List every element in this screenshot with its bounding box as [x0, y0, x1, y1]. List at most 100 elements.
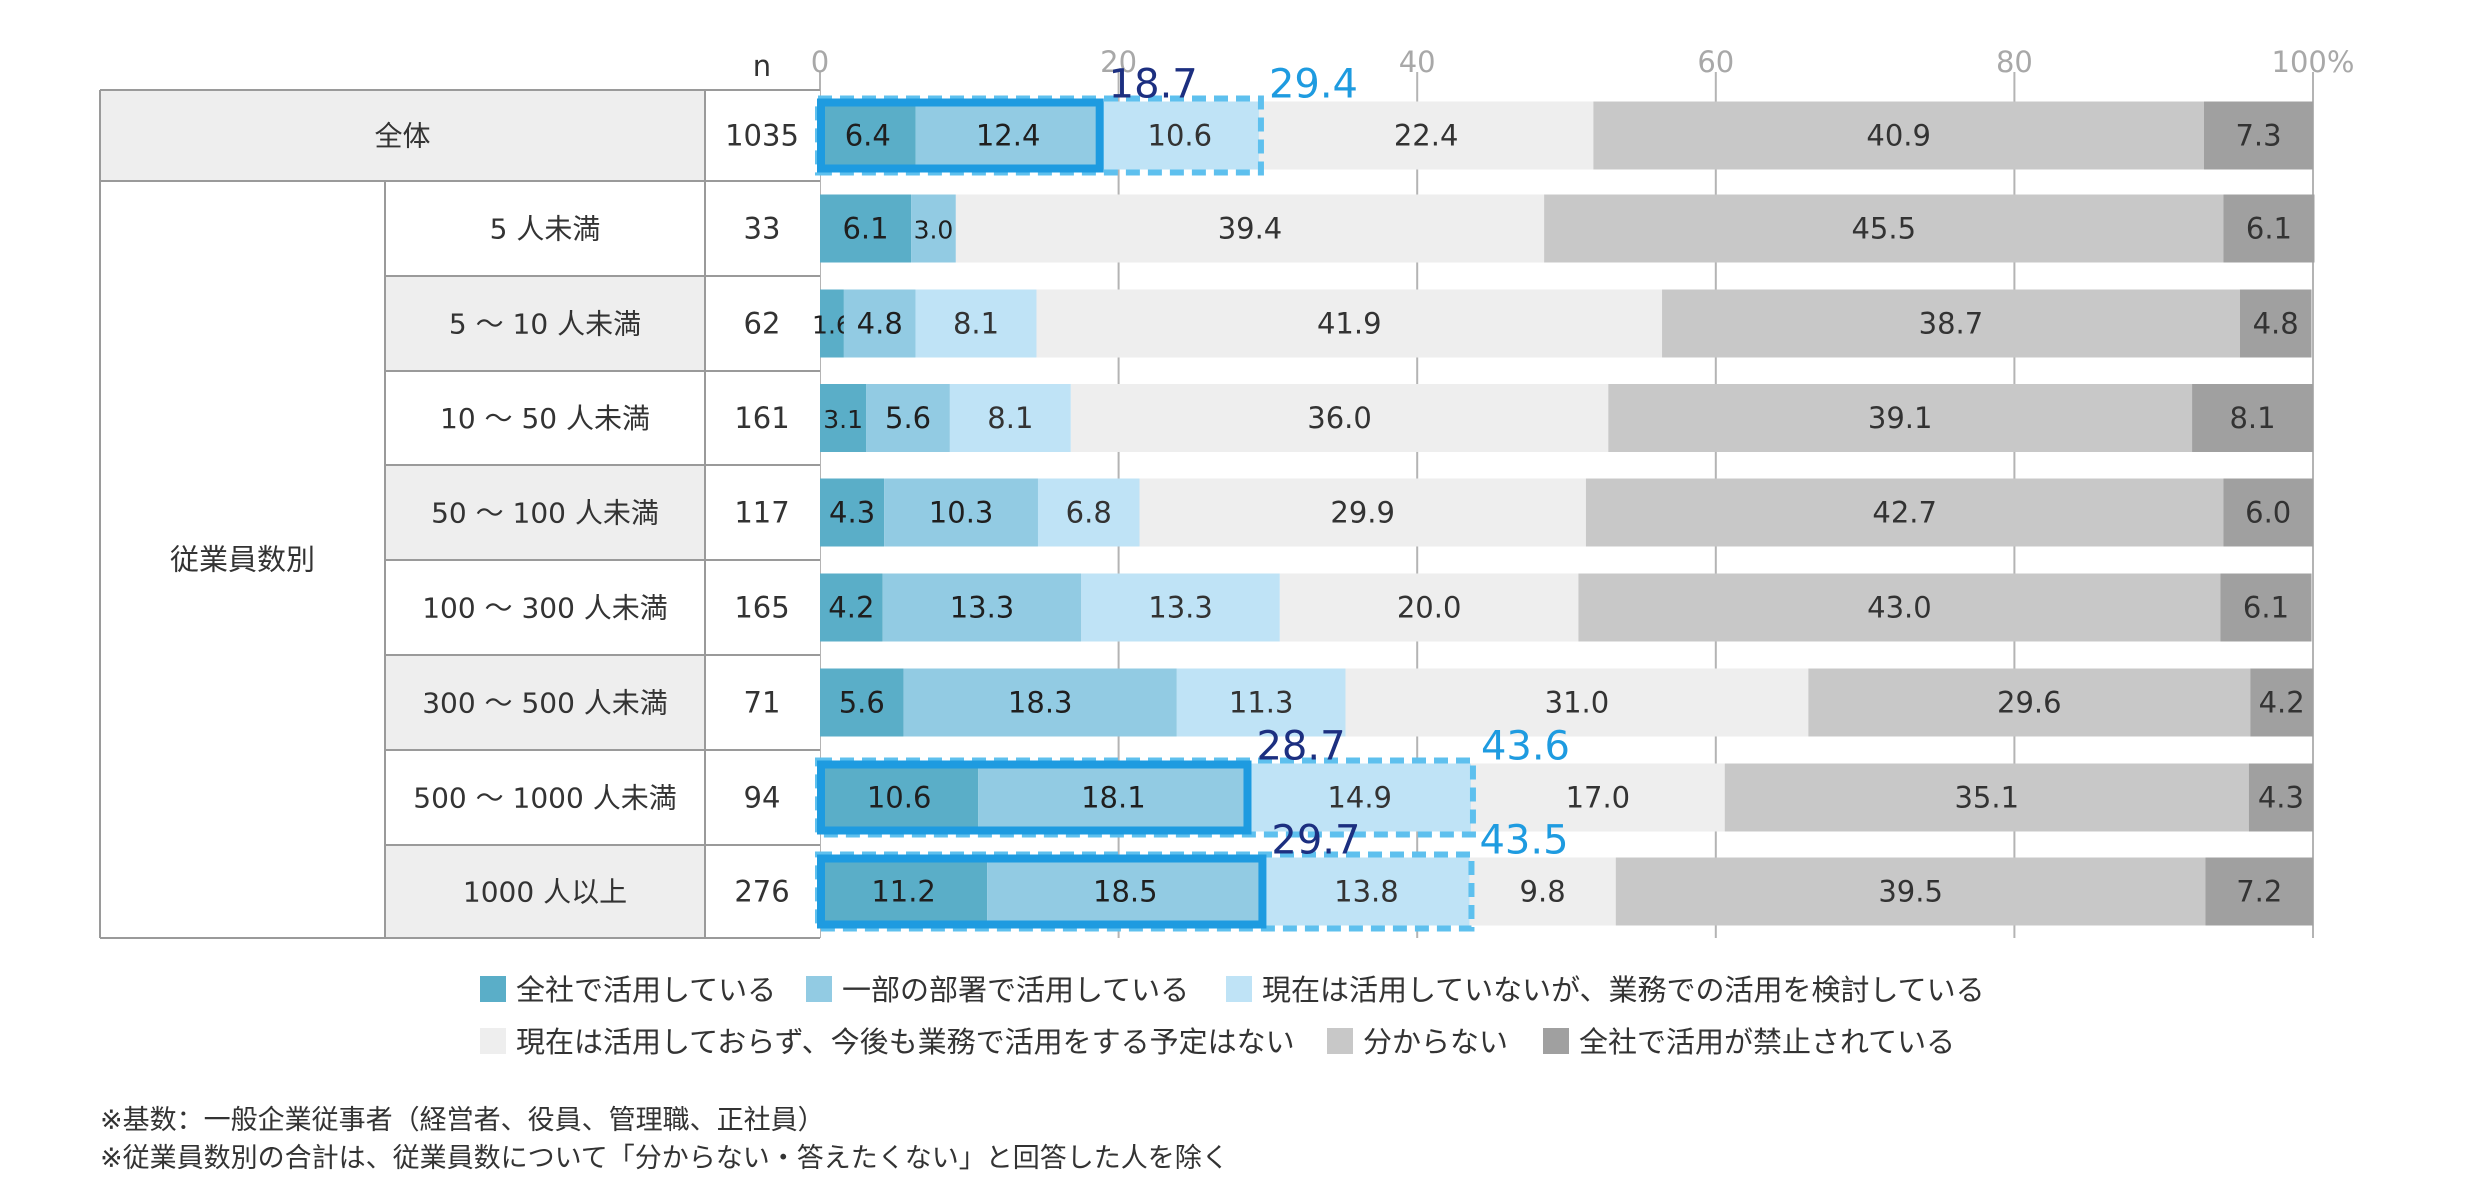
- bar-segment: [1608, 384, 2193, 452]
- bar-segment: [2220, 573, 2312, 642]
- bar-segment: [949, 384, 1071, 452]
- highlight-solid-box: [817, 760, 1252, 835]
- legend-label: 分からない: [1363, 1025, 1508, 1059]
- bar-segment: [987, 857, 1264, 926]
- bar-segment: [820, 668, 904, 737]
- bar-segment: [820, 289, 844, 358]
- table-row-all-bg: [100, 90, 705, 181]
- bar-segment: [820, 573, 883, 642]
- bar-value-label: 7.2: [2236, 875, 2282, 909]
- bar-value-label: 5.6: [885, 401, 931, 435]
- bar-value-label: 8.1: [2229, 401, 2275, 435]
- bar-segment: [820, 763, 979, 832]
- bar-segment: [1081, 573, 1280, 642]
- bar-value-label: 6.8: [1066, 496, 1112, 530]
- x-tick-label: 100%: [2272, 45, 2355, 79]
- x-tick-label: 40: [1399, 45, 1436, 79]
- table-row-bg: [385, 276, 705, 371]
- legend-swatch: [480, 1028, 506, 1054]
- bar-value-label: 5.6: [839, 686, 885, 720]
- bar-value-label: 6.1: [2243, 591, 2289, 625]
- bar-value-label: 3.1: [823, 405, 863, 434]
- row-label: 10 ～ 50 人未満: [440, 402, 650, 435]
- bar-value-label: 9.8: [1520, 875, 1566, 909]
- x-tick-label: 20: [1100, 45, 1137, 79]
- legend-swatch: [480, 976, 506, 1002]
- bar-segment: [1070, 384, 1609, 452]
- footnote-base: ※基数：一般企業従事者（経営者、役員、管理職、正社員）: [100, 1105, 825, 1136]
- bar-segment: [820, 478, 885, 547]
- bar-segment: [911, 194, 956, 263]
- table-group-bg: [100, 181, 385, 938]
- row-label: 50 ～ 100 人未満: [431, 497, 659, 530]
- bar-segment: [1544, 194, 2224, 263]
- bar-value-label: 10.6: [1148, 119, 1213, 153]
- bar-value-label: 10.6: [867, 781, 932, 815]
- x-tick-label: 0: [811, 45, 829, 79]
- legend-swatch: [1327, 1028, 1353, 1054]
- bar-segment: [978, 763, 1249, 832]
- bar-segment: [1279, 573, 1579, 642]
- bar-value-label: 8.1: [953, 307, 999, 341]
- bar-segment: [903, 668, 1177, 737]
- bar-value-label: 13.8: [1334, 875, 1399, 909]
- bar-value-label: 42.7: [1872, 496, 1937, 530]
- row-n-value: 276: [734, 875, 789, 909]
- bar-segment: [820, 384, 867, 452]
- bar-value-label: 41.9: [1317, 307, 1382, 341]
- table-row-bg: [385, 560, 705, 655]
- bar-value-label: 31.0: [1545, 686, 1610, 720]
- bar-segment: [1263, 857, 1470, 926]
- bar-value-label: 36.0: [1307, 401, 1372, 435]
- bar-segment: [1176, 668, 1346, 737]
- bar-segment: [2204, 101, 2313, 170]
- bar-value-label: 6.1: [2246, 212, 2292, 246]
- group-label: 従業員数別: [170, 543, 315, 577]
- bar-segment: [1037, 478, 1140, 547]
- bar-value-label: 11.3: [1229, 686, 1294, 720]
- bar-segment: [2192, 384, 2313, 452]
- row-n-value: 165: [734, 591, 789, 625]
- bar-segment: [1808, 668, 2251, 737]
- bar-segment: [2205, 857, 2313, 926]
- table-row-bg: [385, 371, 705, 465]
- row-label: 1000 人以上: [463, 876, 627, 909]
- bar-segment: [1258, 101, 1594, 170]
- bar-segment: [1469, 857, 1616, 926]
- bar-segment: [1100, 101, 1259, 170]
- bar-segment: [820, 857, 988, 926]
- table-row-bg: [385, 845, 705, 938]
- bar-segment: [2248, 763, 2313, 832]
- bar-value-label: 39.5: [1878, 875, 1943, 909]
- bar-value-label: 4.2: [2259, 686, 2305, 720]
- bar-value-label: 43.0: [1867, 591, 1932, 625]
- legend-label: 現在は活用しておらず、今後も業務で活用をする予定はない: [516, 1025, 1295, 1059]
- table-row-bg: [385, 750, 705, 845]
- bar-segment: [1593, 101, 2205, 170]
- bar-value-label: 20.0: [1397, 591, 1462, 625]
- bar-segment: [915, 289, 1037, 358]
- bar-value-label: 11.2: [871, 875, 936, 909]
- bar-value-label: 39.4: [1218, 212, 1283, 246]
- bar-value-label: 22.4: [1394, 119, 1459, 153]
- bar-segment: [915, 101, 1101, 170]
- bar-value-label: 12.4: [976, 119, 1041, 153]
- bar-value-label: 18.3: [1008, 686, 1073, 720]
- bar-value-label: 4.3: [2258, 781, 2304, 815]
- x-tick-label: 60: [1697, 45, 1734, 79]
- bar-segment: [866, 384, 950, 452]
- row-n-value: 33: [744, 212, 781, 246]
- row-n-value: 161: [734, 401, 789, 435]
- table-row-bg: [385, 655, 705, 750]
- highlight-solid-box: [817, 854, 1267, 929]
- footnotes: ※基数：一般企業従事者（経営者、役員、管理職、正社員） ※従業員数別の合計は、従…: [100, 1102, 1229, 1178]
- bar-segment: [1615, 857, 2206, 926]
- bar-segment: [1470, 763, 1725, 832]
- table-row-bg: [385, 465, 705, 560]
- bar-value-label: 6.0: [2245, 496, 2291, 530]
- legend-swatch: [806, 976, 832, 1002]
- bar-segment: [882, 573, 1082, 642]
- bar-value-label: 10.3: [929, 496, 994, 530]
- row-label: 5 人未満: [490, 213, 601, 246]
